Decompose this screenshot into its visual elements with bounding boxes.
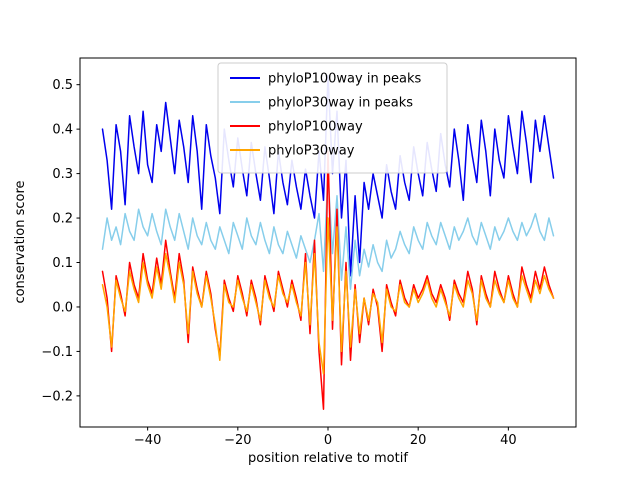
x-tick-label: −20 [224, 433, 251, 448]
legend-label: phyloP30way in peaks [268, 96, 413, 111]
legend-label: phyloP30way [268, 144, 355, 159]
x-tick-label: 20 [410, 433, 427, 448]
x-tick-label: −40 [134, 433, 161, 448]
y-tick-label: 0.3 [52, 167, 73, 182]
y-tick-label: 0.0 [52, 300, 73, 315]
y-tick-label: 0.1 [52, 256, 73, 271]
plot-area: −40 −20 0 20 40 −0.2 −0.1 0.0 0.1 0.2 0.3 0.4 0.5 phy… [41, 57, 577, 448]
y-tick-label: −0.1 [41, 345, 73, 360]
y-tick-label: −0.2 [41, 389, 73, 404]
series-line-phylop30way [101, 217, 555, 375]
legend-label: phyloP100way [268, 120, 363, 135]
y-axis-label: conservation score [13, 180, 28, 303]
series-line-phylop100way [101, 150, 555, 410]
y-tick-label: 0.2 [52, 212, 73, 227]
legend-label: phyloP100way in peaks [268, 72, 422, 87]
x-tick-label: 40 [500, 433, 517, 448]
x-tick-label: 0 [324, 433, 332, 448]
x-axis-label: position relative to motif [248, 451, 408, 466]
y-tick-label: 0.5 [52, 78, 73, 93]
y-tick-label: 0.4 [52, 123, 73, 138]
legend-box [217, 62, 448, 174]
